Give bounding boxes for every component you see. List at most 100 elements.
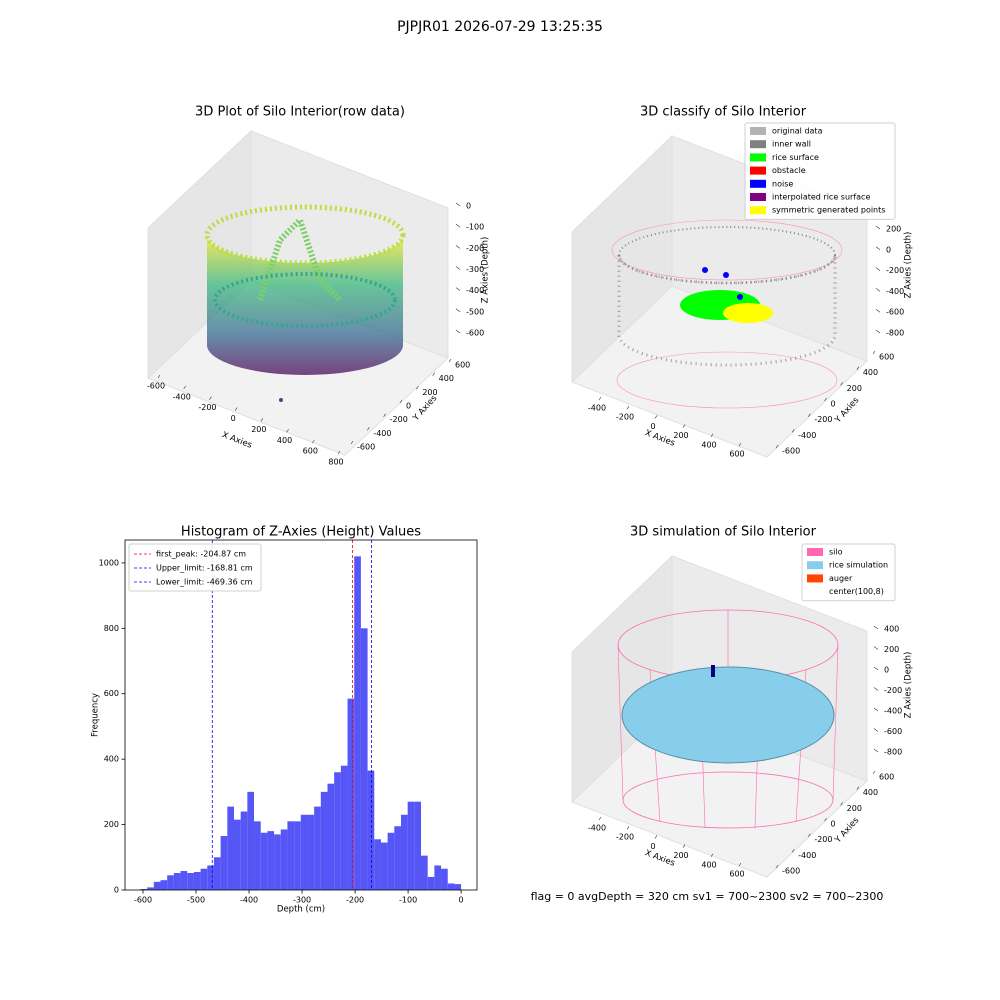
y-tick-label: 200 [847,804,862,813]
legend-label: auger [829,574,853,583]
histogram-bar [213,857,221,890]
x-tick-label: 0 [231,414,236,423]
x-tick-mark [710,433,714,437]
y-tick-label: -200 [390,415,408,424]
x-tick-label: 200 [251,425,266,434]
z-tick-label: -100 [466,223,484,232]
histogram-bar [340,765,348,890]
histogram-bar [427,876,435,890]
y-tick-label: 1000 [99,558,119,567]
histogram-bar [287,821,295,890]
z-tick-label: -800 [884,748,902,757]
z-tick-label: -400 [884,707,902,716]
x-tick-mark [234,407,238,411]
x-tick-label: -600 [147,382,165,391]
plot-frame [124,539,478,891]
legend-label: obstacle [772,166,806,175]
legend-label: inner wall [772,140,811,149]
z-tick-mark [875,246,881,251]
legend-swatch [750,127,766,135]
y-tick-mark [383,413,386,417]
y-tick-label: 400 [863,788,878,797]
histogram-bar [147,887,154,890]
x-tick-label: 0 [650,842,655,851]
y-tick-mark [432,372,435,376]
histogram-bar [320,791,328,890]
x-tick-label: -300 [293,896,311,905]
y-tick-label: 600 [455,361,470,370]
z-tick-label: -600 [886,308,904,317]
x-tick-mark [157,374,161,379]
footer-annotation: flag = 0 avgDepth = 320 cm sv1 = 700~230… [531,890,884,903]
legend-swatch [750,166,766,175]
chart-title: 3D simulation of Silo Interior [630,525,817,540]
legend-swatch [807,561,823,570]
y-tick-mark [416,386,419,390]
axis-label: Z Axies (Depth) [481,237,491,304]
x-axis-label: Depth (cm) [277,905,325,915]
y-tick-mark [367,427,370,431]
histogram-bar [407,801,415,890]
z-tick-mark [455,329,461,334]
histogram-bar [140,889,148,890]
histogram-bar [180,871,188,890]
y-tick-label: 400 [439,374,454,383]
legend-swatch [750,179,766,188]
histogram-bar [307,814,315,890]
y-tick-mark [872,350,876,355]
z-tick-mark [875,267,881,271]
histogram-bar [421,855,428,890]
z-tick-label: 200 [884,645,899,654]
histogram-bar [374,839,381,890]
z-tick-mark [873,707,879,712]
x-tick-label: -200 [346,896,364,905]
x-tick-mark [710,853,714,857]
z-tick-label: -300 [466,265,484,274]
x-tick-mark [626,826,630,830]
histogram-bar [300,814,308,890]
histogram-bar [260,832,268,890]
x-tick-mark [209,396,212,400]
y-tick-label: 0 [406,402,411,411]
histogram-bar [187,872,194,890]
histogram-bar [227,806,234,890]
histogram-bar [173,872,181,890]
z-tick-label: -600 [884,727,902,736]
legend-label: center(100,8) [829,587,884,596]
y-tick-label: 600 [879,773,894,782]
x-tick-mark [626,406,630,410]
y-tick-label: -600 [782,447,800,456]
x-tick-label: -400 [588,404,606,413]
y-tick-label: 200 [104,820,119,829]
x-tick-mark [682,424,686,428]
histogram-bar [280,829,288,890]
y-tick-mark [791,849,795,853]
simulation-cloud [617,609,839,829]
legend-label: rice simulation [829,561,888,570]
y-tick-label: -400 [798,851,816,860]
z-tick-mark [873,666,879,671]
y-tick-mark [824,817,827,822]
y-tick-mark [808,833,811,837]
y-axis-label: Frequency [91,693,101,737]
x-tick-mark [654,835,658,839]
histogram-bar [153,881,161,890]
x-tick-label: 200 [673,851,688,860]
y-tick-mark [824,397,827,402]
y-tick-mark [399,399,403,404]
x-tick-label: 800 [328,458,343,467]
x-tick-label: -100 [399,896,417,905]
y-tick-label: -400 [798,431,816,440]
z-tick-label: -400 [466,286,484,295]
histogram-bar [220,836,228,890]
z-tick-label: 200 [886,225,901,234]
x-tick-label: -500 [187,896,205,905]
y-tick-mark [840,802,843,806]
x-tick-label: -400 [588,824,606,833]
z-tick-label: -500 [466,307,484,316]
legend-label: Upper_limit: -168.81 cm [156,564,253,573]
x-tick-label: -200 [616,413,634,422]
histogram-bar [447,883,455,890]
histogram-bar [400,814,408,890]
legend-swatch [750,140,766,149]
